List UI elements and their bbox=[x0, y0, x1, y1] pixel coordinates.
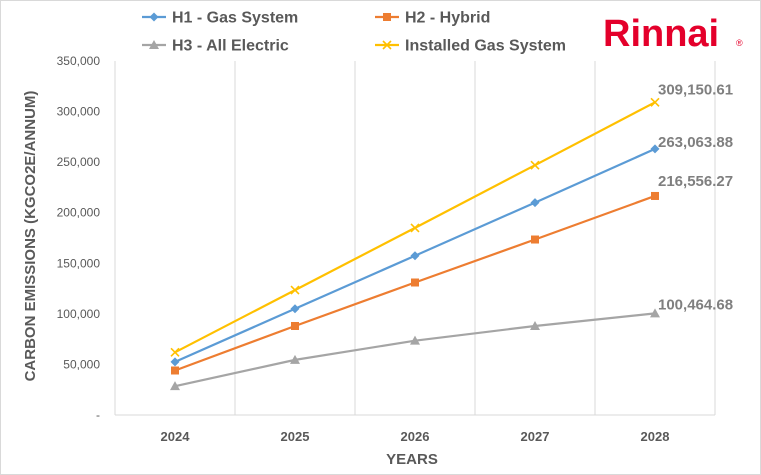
data-point-h1-gas-system bbox=[530, 198, 540, 208]
y-axis-ticks: - 50,000 100,000 150,000 200,000 250,000 300,0… bbox=[57, 54, 101, 422]
data-point-installed-gas-system bbox=[650, 97, 660, 107]
y-tick-label: 200,000 bbox=[57, 206, 101, 220]
data-point-h1-gas-system bbox=[170, 357, 180, 367]
y-axis-title: CARBON EMISSIONS (KGCO2E/ANNUM) bbox=[22, 91, 39, 382]
data-label-h2-hybrid: 216,556.27 bbox=[658, 173, 733, 190]
x-axis-ticks: 2024 2025 2026 2027 2028 bbox=[161, 429, 670, 444]
x-tick-label: 2025 bbox=[281, 429, 310, 444]
legend-marker bbox=[383, 13, 391, 21]
rinnai-logo: Rinnai ® bbox=[603, 13, 743, 55]
data-point-h3-all-electric bbox=[290, 354, 300, 364]
grid bbox=[114, 61, 716, 416]
data-point-h3-all-electric bbox=[170, 381, 180, 391]
data-point-h2-hybrid bbox=[531, 235, 539, 244]
data-point-h2-hybrid bbox=[291, 321, 299, 330]
data-point-h1-gas-system bbox=[290, 304, 300, 314]
x-tick-label: 2026 bbox=[401, 429, 430, 444]
legend-label: H1 - Gas System bbox=[172, 10, 298, 27]
legend: H1 - Gas System H2 - Hybrid H3 - All Elect… bbox=[142, 10, 566, 55]
y-tick-label: 50,000 bbox=[63, 357, 100, 371]
series-line-h3-all-electric bbox=[174, 312, 656, 388]
legend-marker bbox=[149, 12, 159, 22]
data-point-h2-hybrid bbox=[411, 278, 419, 287]
y-tick-label: 150,000 bbox=[57, 256, 101, 270]
legend-item-h1-gas-system: H1 - Gas System bbox=[142, 10, 298, 27]
y-tick-label: 100,000 bbox=[57, 307, 101, 321]
data-labels: 263,063.88 216,556.27 100,464.68 309,150.61 bbox=[658, 81, 733, 313]
legend-item-installed-gas-system: Installed Gas System bbox=[375, 38, 566, 55]
y-tick-label: - bbox=[96, 408, 100, 422]
legend-item-h3-all-electric: H3 - All Electric bbox=[142, 38, 289, 55]
svg-text:®: ® bbox=[736, 38, 743, 48]
legend-label: Installed Gas System bbox=[405, 38, 566, 55]
y-tick-label: 350,000 bbox=[57, 54, 101, 68]
data-point-h3-all-electric bbox=[650, 308, 660, 318]
data-point-h1-gas-system bbox=[650, 144, 660, 154]
data-label-h3-all-electric: 100,464.68 bbox=[658, 296, 733, 313]
data-point-h2-hybrid bbox=[651, 191, 659, 200]
x-tick-label: 2028 bbox=[641, 429, 670, 444]
data-point-h2-hybrid bbox=[171, 366, 179, 375]
y-tick-label: 250,000 bbox=[57, 155, 101, 169]
data-point-installed-gas-system bbox=[410, 223, 420, 233]
data-point-h3-all-electric bbox=[410, 335, 420, 345]
x-tick-label: 2024 bbox=[161, 429, 191, 444]
legend-marker bbox=[382, 40, 392, 50]
svg-text:Rinnai: Rinnai bbox=[603, 13, 719, 55]
x-axis-title: YEARS bbox=[386, 451, 438, 468]
legend-label: H2 - Hybrid bbox=[405, 10, 490, 27]
y-tick-label: 300,000 bbox=[57, 105, 101, 119]
data-point-installed-gas-system bbox=[170, 347, 180, 357]
data-point-installed-gas-system bbox=[290, 285, 300, 295]
data-point-h1-gas-system bbox=[410, 251, 420, 261]
legend-item-h2-hybrid: H2 - Hybrid bbox=[375, 10, 490, 27]
legend-label: H3 - All Electric bbox=[172, 38, 289, 55]
series-lines bbox=[170, 97, 660, 391]
data-label-h1-gas-system: 263,063.88 bbox=[658, 134, 733, 151]
data-point-h3-all-electric bbox=[530, 320, 540, 330]
x-tick-label: 2027 bbox=[521, 429, 550, 444]
data-point-installed-gas-system bbox=[530, 160, 540, 170]
legend-marker bbox=[149, 40, 159, 49]
data-label-installed-gas-system: 309,150.61 bbox=[658, 81, 733, 98]
